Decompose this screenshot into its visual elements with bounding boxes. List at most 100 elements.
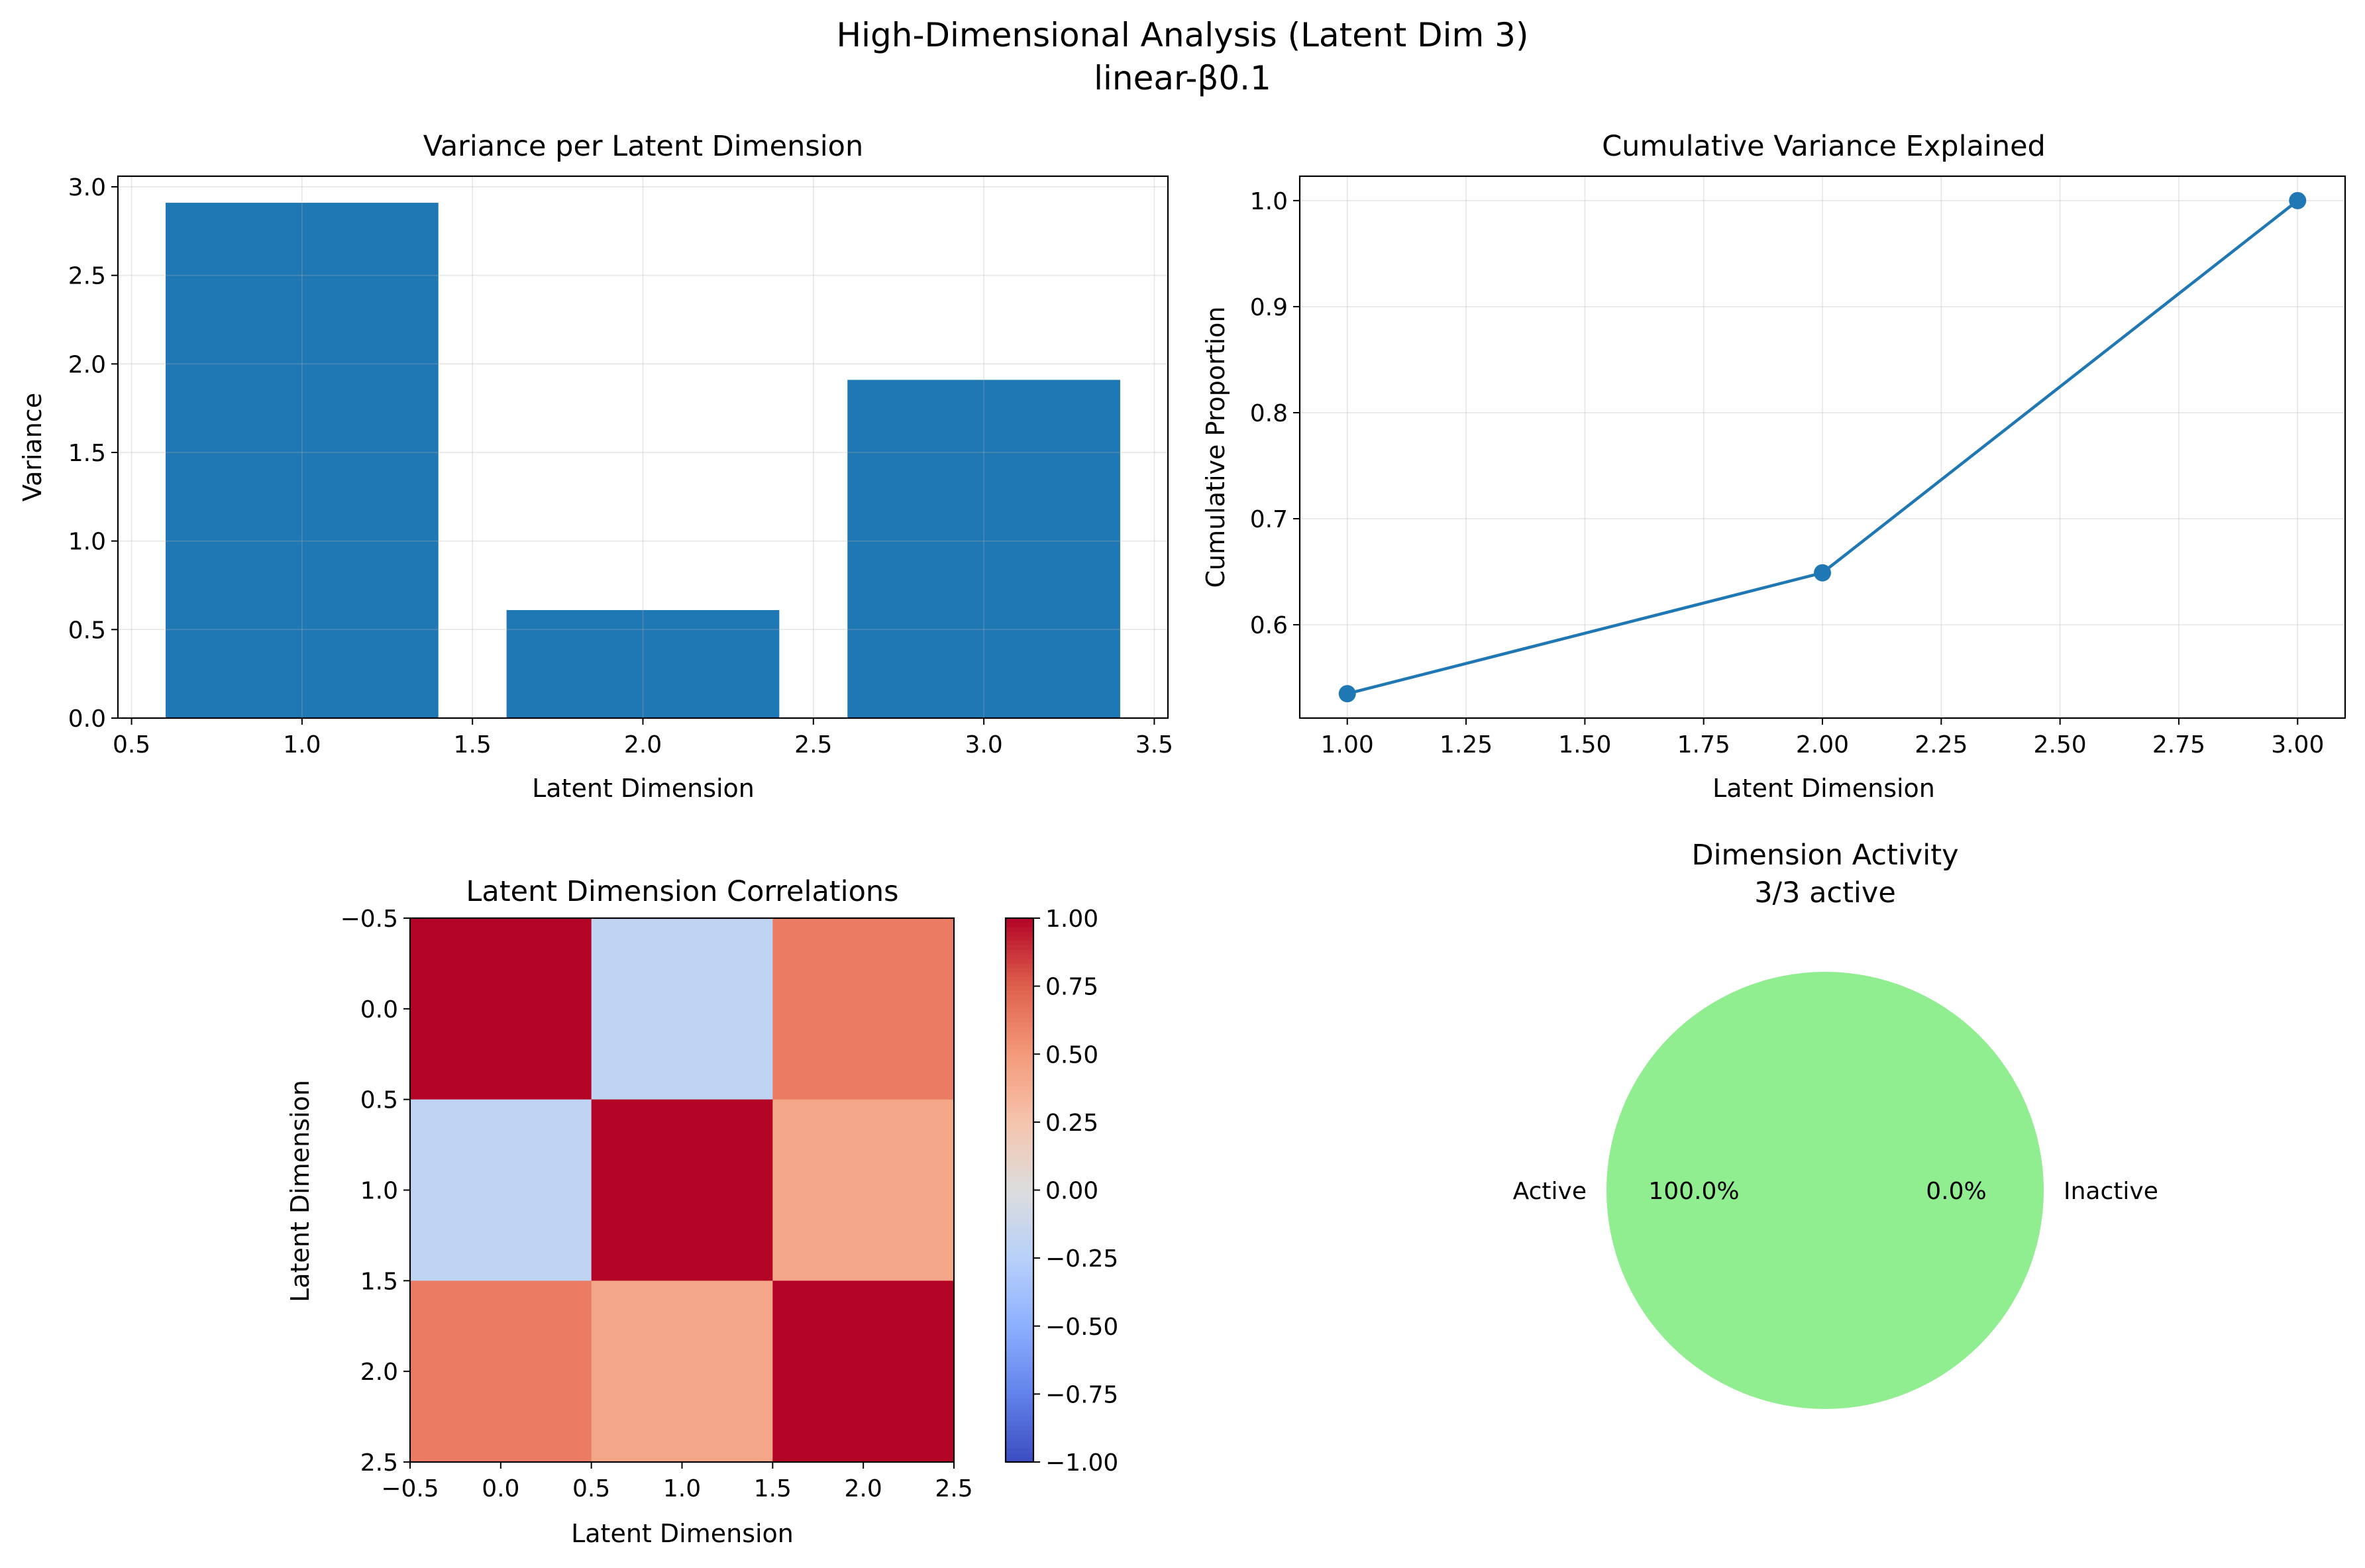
y-tick-label: 2.0 [68, 351, 106, 378]
colorbar-segment [1006, 1371, 1033, 1377]
colorbar-segment [1006, 1394, 1033, 1400]
colorbar-segment [1006, 1118, 1033, 1123]
colorbar-tick-label: −0.25 [1045, 1245, 1118, 1273]
colorbar-segment [1006, 1222, 1033, 1228]
colorbar-segment [1006, 1226, 1033, 1231]
heatmap-cell [410, 1099, 592, 1281]
colorbar-segment [1006, 1090, 1033, 1096]
colorbar-segment [1006, 1276, 1033, 1282]
y-tick-label: 1.0 [1250, 188, 1288, 215]
colorbar-segment [1006, 1285, 1033, 1290]
colorbar-segment [1006, 1104, 1033, 1110]
colorbar-segment [1006, 1153, 1033, 1159]
colorbar-segment [1006, 1317, 1033, 1322]
colorbar-segment [1006, 1086, 1033, 1091]
correlation-heatmap: Latent Dimension Correlations Latent Dim… [286, 875, 1118, 1548]
y-tick-label: 0.6 [1250, 612, 1288, 639]
colorbar-segment [1006, 945, 1033, 951]
colorbar-segment [1006, 1008, 1033, 1014]
colorbar-segment [1006, 1439, 1033, 1445]
pie-label-inactive: Inactive [2064, 1178, 2158, 1205]
x-tick-label: 3.0 [965, 731, 1002, 758]
colorbar-segment [1006, 1239, 1033, 1245]
colorbar-segment [1006, 1067, 1033, 1073]
x-tick-label: 2.00 [1796, 731, 1849, 758]
colorbar-segment [1006, 1303, 1033, 1309]
colorbar-segment [1006, 990, 1033, 996]
colorbar-segment [1006, 1249, 1033, 1255]
colorbar-segment [1006, 1194, 1033, 1200]
heatmap-ylabel: Latent Dimension [286, 1080, 315, 1302]
colorbar-segment [1006, 1389, 1033, 1395]
colorbar-segment [1006, 936, 1033, 942]
colorbar-segment [1006, 1158, 1033, 1164]
colorbar-segment [1006, 1407, 1033, 1413]
colorbar-segment [1006, 1199, 1033, 1204]
y-tick-label: 1.5 [360, 1268, 398, 1295]
data-point [2289, 191, 2307, 209]
colorbar-segment [1006, 1126, 1033, 1132]
colorbar-segment [1006, 1290, 1033, 1295]
colorbar-segment [1006, 1167, 1033, 1173]
colorbar-tick-label: −0.75 [1045, 1381, 1118, 1408]
colorbar-segment [1006, 1149, 1033, 1155]
colorbar-segment [1006, 1063, 1033, 1069]
colorbar-tick-label: 0.25 [1045, 1110, 1098, 1137]
colorbar-segment [1006, 1004, 1033, 1010]
colorbar-segment [1006, 931, 1033, 937]
colorbar-segment [1006, 1235, 1033, 1241]
heatmap-cell [410, 918, 592, 1100]
colorbar-segment [1006, 986, 1033, 992]
colorbar-segment [1006, 1049, 1033, 1055]
colorbar-segment [1006, 1180, 1033, 1186]
colorbar-segment [1006, 1054, 1033, 1059]
colorbar-segment [1006, 1212, 1033, 1218]
pie-pct-inactive: 0.0% [1926, 1178, 1986, 1205]
y-tick-label: 0.0 [360, 996, 398, 1023]
colorbar-segment [1006, 976, 1033, 982]
colorbar-segment [1006, 1281, 1033, 1286]
heatmap-cell [772, 1099, 955, 1281]
colorbar-segment [1006, 1094, 1033, 1100]
x-tick-label: 1.0 [663, 1475, 701, 1502]
line-chart-xlabel: Latent Dimension [1712, 774, 1935, 803]
colorbar-segment [1006, 995, 1033, 1000]
colorbar-segment [1006, 1185, 1033, 1191]
colorbar-segment [1006, 1294, 1033, 1300]
y-tick-label: 0.5 [360, 1087, 398, 1114]
colorbar-segment [1006, 1434, 1033, 1440]
colorbar-segment [1006, 1076, 1033, 1082]
bar-chart-xlabel: Latent Dimension [532, 774, 755, 803]
bar [847, 380, 1120, 718]
colorbar-segment [1006, 1204, 1033, 1209]
colorbar-segment [1006, 1145, 1033, 1150]
figure-title: High-Dimensional Analysis (Latent Dim 3) [837, 16, 1529, 54]
colorbar-segment [1006, 1380, 1033, 1386]
colorbar-segment [1006, 1362, 1033, 1368]
y-tick-label: 3.0 [68, 174, 106, 201]
x-tick-label: 3.00 [2271, 731, 2324, 758]
colorbar-segment [1006, 1217, 1033, 1223]
bar-chart-title: Variance per Latent Dimension [423, 130, 863, 163]
colorbar-tick-label: 0.75 [1045, 974, 1098, 1001]
heatmap-cell [772, 1281, 955, 1463]
colorbar-segment [1006, 981, 1033, 987]
dimension-activity-pie: Dimension Activity 3/3 active Active Inac… [1513, 839, 2158, 1409]
colorbar-segment [1006, 963, 1033, 969]
colorbar-tick-label: 0.50 [1045, 1041, 1098, 1069]
colorbar-segment [1006, 1099, 1033, 1105]
colorbar-segment [1006, 1271, 1033, 1277]
colorbar-segment [1006, 1430, 1033, 1436]
heatmap-xlabel: Latent Dimension [571, 1519, 794, 1548]
colorbar-segment [1006, 1312, 1033, 1318]
colorbar-tick-label: −0.50 [1045, 1314, 1118, 1341]
colorbar-segment [1006, 1403, 1033, 1408]
colorbar-segment [1006, 1131, 1033, 1137]
pie-title: Dimension Activity [1691, 839, 1958, 872]
colorbar-segment [1006, 1135, 1033, 1141]
y-tick-label: 2.0 [360, 1359, 398, 1386]
heatmap-title: Latent Dimension Correlations [466, 875, 898, 908]
colorbar-segment [1006, 1140, 1033, 1145]
colorbar-segment [1006, 1035, 1033, 1041]
